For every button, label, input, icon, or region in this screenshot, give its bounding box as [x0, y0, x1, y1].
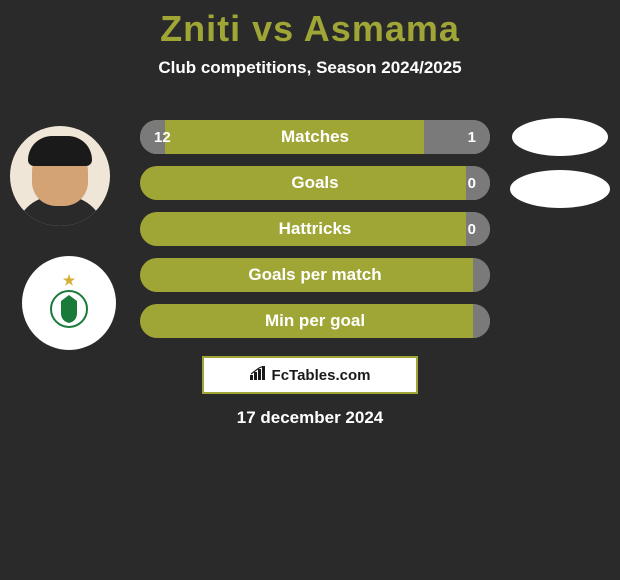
stat-value-left: 12: [154, 120, 171, 154]
player2-avatar-placeholder-2: [510, 170, 610, 208]
subtitle-text: Club competitions, Season 2024/2025: [0, 58, 620, 78]
page-title: Zniti vs Asmama: [0, 0, 620, 50]
stat-row: Matches12 1: [140, 120, 490, 154]
stat-row: Min per goal: [140, 304, 490, 338]
stat-row: Hattricks0: [140, 212, 490, 246]
stat-label: Goals: [140, 166, 490, 200]
stat-row: Goals per match: [140, 258, 490, 292]
brand-link[interactable]: FcTables.com: [202, 356, 418, 394]
brand-label: FcTables.com: [272, 367, 371, 384]
stat-value-right: 0: [468, 166, 476, 200]
date-text: 17 december 2024: [0, 408, 620, 428]
club-badge-icon: ★: [49, 273, 89, 333]
stat-row: Goals0: [140, 166, 490, 200]
stats-container: Matches121Goals0Hattricks0Goals per matc…: [140, 120, 490, 350]
club-badge: ★: [22, 256, 116, 350]
stat-label: Goals per match: [140, 258, 490, 292]
stat-value-right: 1: [468, 120, 476, 154]
player1-avatar: [10, 126, 110, 226]
stat-value-right: 0: [468, 212, 476, 246]
player2-avatar-placeholder-1: [512, 118, 608, 156]
stat-label: Min per goal: [140, 304, 490, 338]
stat-label: Matches: [140, 120, 490, 154]
chart-icon: [250, 366, 268, 384]
stat-label: Hattricks: [140, 212, 490, 246]
